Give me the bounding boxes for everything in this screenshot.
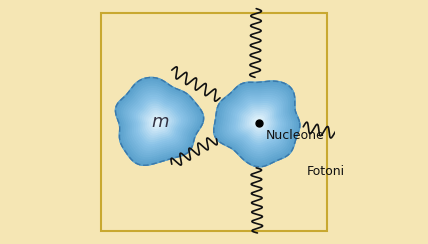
Polygon shape: [149, 113, 166, 131]
Polygon shape: [155, 120, 160, 124]
Polygon shape: [227, 93, 288, 153]
Polygon shape: [236, 102, 279, 144]
Text: Fotoni: Fotoni: [307, 165, 345, 178]
Polygon shape: [245, 110, 271, 135]
Polygon shape: [143, 106, 173, 137]
Text: Nucleone: Nucleone: [266, 129, 324, 142]
Polygon shape: [256, 120, 261, 124]
Polygon shape: [223, 89, 291, 158]
Text: m: m: [151, 113, 169, 131]
Polygon shape: [139, 102, 178, 142]
Polygon shape: [254, 118, 263, 126]
Polygon shape: [137, 100, 181, 144]
Polygon shape: [116, 78, 204, 165]
Polygon shape: [238, 104, 277, 142]
Polygon shape: [247, 112, 269, 133]
Polygon shape: [214, 81, 300, 167]
Polygon shape: [120, 82, 199, 161]
Polygon shape: [243, 108, 273, 138]
Polygon shape: [122, 84, 196, 159]
Polygon shape: [124, 86, 194, 157]
Polygon shape: [134, 98, 183, 146]
Polygon shape: [147, 111, 169, 133]
Polygon shape: [232, 97, 283, 149]
Polygon shape: [116, 78, 204, 165]
Polygon shape: [132, 95, 185, 148]
Polygon shape: [151, 115, 164, 129]
Polygon shape: [216, 83, 298, 164]
Polygon shape: [220, 87, 294, 160]
Polygon shape: [234, 100, 281, 147]
Polygon shape: [128, 91, 190, 152]
Polygon shape: [145, 109, 171, 135]
Polygon shape: [229, 95, 285, 151]
Polygon shape: [218, 85, 296, 162]
Polygon shape: [118, 80, 201, 163]
Polygon shape: [153, 118, 162, 126]
Polygon shape: [250, 114, 267, 131]
Polygon shape: [214, 81, 300, 167]
Polygon shape: [130, 93, 187, 150]
Polygon shape: [252, 116, 265, 129]
Polygon shape: [225, 91, 289, 156]
Polygon shape: [140, 104, 176, 139]
Polygon shape: [126, 89, 192, 154]
Polygon shape: [241, 106, 275, 140]
